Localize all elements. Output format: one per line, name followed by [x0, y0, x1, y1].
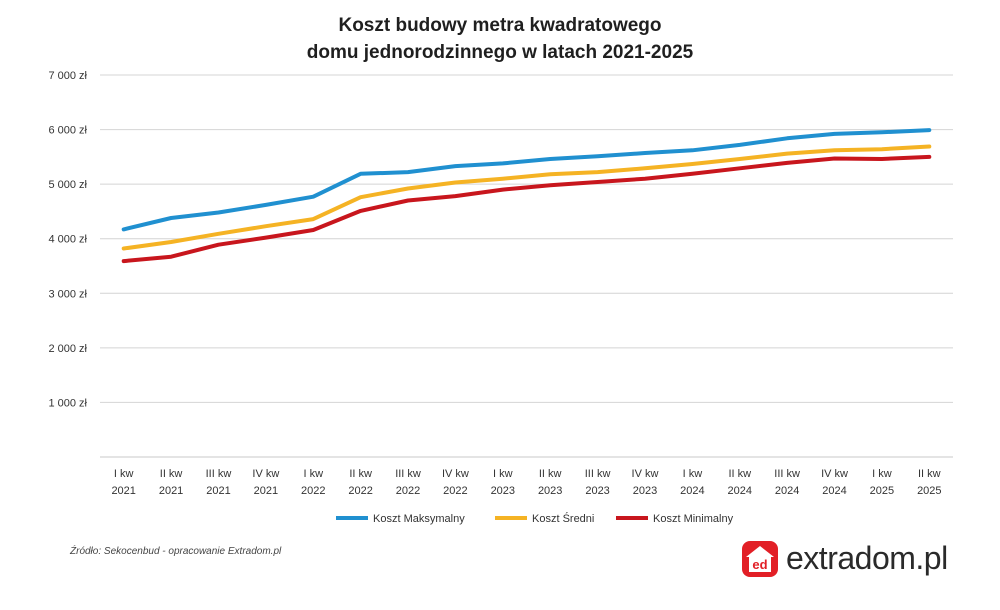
y-tick-label: 5 000 zł: [48, 179, 87, 191]
grid-layer: [100, 74, 953, 458]
logo-text: extradom.pl: [786, 540, 948, 576]
x-tick-label: I kw 2022: [301, 468, 325, 497]
legend-label: Koszt Maksymalny: [373, 513, 465, 525]
x-tick-label: II kw 2021: [159, 468, 183, 497]
extradom-logo: ed extradom.pl: [742, 540, 948, 577]
x-tick-label: I kw 2021: [111, 468, 135, 497]
x-tick-label: II kw 2023: [538, 468, 562, 497]
y-tick-label: 7 000 zł: [48, 70, 87, 82]
x-tick-label: I kw 2023: [491, 468, 515, 497]
y-tick-label: 2 000 zł: [48, 343, 87, 355]
house-logo-icon: ed: [742, 540, 778, 577]
chart-title-line2: domu jednorodzinnego w latach 2021-2025: [306, 42, 694, 63]
x-tick-label: IV kw 2022: [442, 468, 469, 497]
y-tick-label: 6 000 zł: [48, 125, 87, 137]
series-line-1: [121, 128, 932, 232]
x-tick-label: III kw 2023: [585, 468, 611, 497]
x-tick-label: III kw 2021: [206, 468, 232, 497]
x-tick-label: IV kw 2021: [252, 468, 279, 497]
y-tick-label: 1 000 zł: [48, 397, 87, 409]
x-tick-label: III kw 2024: [774, 468, 800, 497]
x-tick-label: III kw 2022: [395, 468, 421, 497]
series-line-2: [121, 144, 932, 251]
chart-title-line1: Koszt budowy metra kwadratowego: [338, 15, 662, 36]
x-tick-label: IV kw 2024: [821, 468, 848, 497]
source-note: Źródło: Sekocenbud - opracowanie Extrado…: [70, 546, 282, 557]
y-tick-label: 4 000 zł: [48, 234, 87, 246]
svg-text:ed: ed: [752, 557, 767, 572]
y-axis-labels: 1 000 zł 2 000 zł 3 000 zł 4 000 zł 5 000 zł…: [48, 70, 87, 409]
legend-label: Koszt Średni: [532, 512, 594, 525]
x-tick-label: II kw 2024: [728, 468, 752, 497]
series-line-3: [121, 154, 932, 264]
legend: Koszt Maksymalny Koszt Średni Koszt Minima…: [336, 512, 734, 525]
series-layer: [121, 128, 932, 264]
x-tick-label: IV kw 2023: [632, 468, 659, 497]
x-tick-label: II kw 2025: [917, 468, 941, 497]
x-axis-labels: I kw 2021 II kw 2021 III kw 2021 IV kw 2021 I kw…: [111, 468, 941, 497]
x-tick-label: II kw 2022: [348, 468, 372, 497]
chart-title: Koszt budowy metra kwadratowego domu jed…: [0, 12, 1000, 66]
x-tick-label: I kw 2025: [870, 468, 894, 497]
y-tick-label: 3 000 zł: [48, 288, 87, 300]
legend-label: Koszt Minimalny: [653, 513, 734, 525]
x-tick-label: I kw 2024: [680, 468, 704, 497]
